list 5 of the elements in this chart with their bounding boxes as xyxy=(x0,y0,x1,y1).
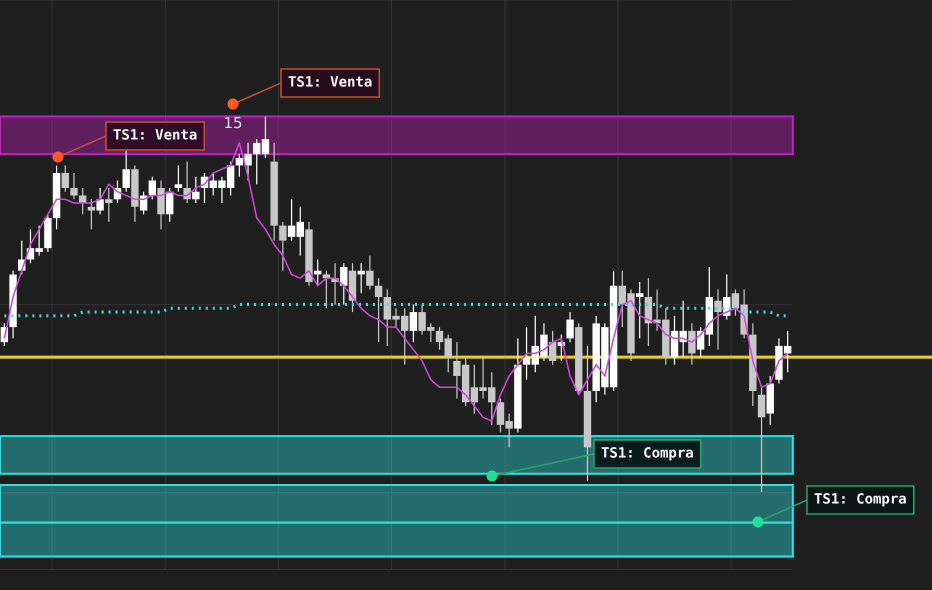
annotation: TS1: Venta xyxy=(113,128,198,144)
text: TS1: Compra xyxy=(814,492,907,508)
text: TS1: Venta xyxy=(288,74,372,91)
annotation: 15 xyxy=(223,114,243,132)
annotation: TS1: Compra xyxy=(601,446,694,462)
